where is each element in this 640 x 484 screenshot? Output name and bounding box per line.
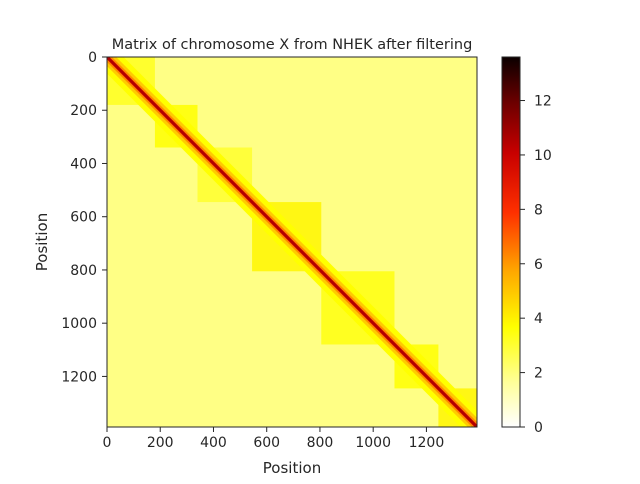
heatmap-plot-area <box>107 57 477 427</box>
colorbar-tick-label: 0 <box>534 420 543 436</box>
x-tick-label: 1200 <box>409 435 445 451</box>
y-tick-label: 600 <box>70 210 97 226</box>
colorbar-tick-label: 6 <box>534 257 543 273</box>
y-axis-label: Position <box>33 213 51 271</box>
colorbar-tick-label: 12 <box>534 94 552 110</box>
x-axis: 0 200 400 600 800 1000 1200 <box>103 427 445 451</box>
colorbar-tick-label: 8 <box>534 202 543 218</box>
colorbar-tick-label: 4 <box>534 311 543 327</box>
y-tick-label: 1000 <box>61 316 97 332</box>
x-tick-label: 800 <box>307 435 334 451</box>
y-tick-label: 200 <box>70 103 97 119</box>
colorbar <box>501 56 521 428</box>
y-tick-label: 800 <box>70 263 97 279</box>
colorbar-tick-label: 2 <box>534 366 543 382</box>
colorbar-axis: 0 2 4 6 8 10 12 <box>520 94 552 436</box>
x-tick-label: 0 <box>103 435 112 451</box>
y-tick-label: 400 <box>70 156 97 172</box>
x-tick-label: 600 <box>253 435 280 451</box>
x-tick-label: 1000 <box>355 435 391 451</box>
y-tick-label: 1200 <box>61 369 97 385</box>
y-axis: 0 200 400 600 800 1000 1200 <box>61 50 107 385</box>
y-tick-label: 0 <box>88 50 97 66</box>
x-tick-label: 400 <box>200 435 227 451</box>
colorbar-tick-label: 10 <box>534 148 552 164</box>
x-axis-label: Position <box>263 459 321 477</box>
chart-title: Matrix of chromosome X from NHEK after f… <box>112 37 473 53</box>
x-tick-label: 200 <box>147 435 174 451</box>
diagonal-line <box>107 57 477 427</box>
plot-frame <box>106 56 478 428</box>
